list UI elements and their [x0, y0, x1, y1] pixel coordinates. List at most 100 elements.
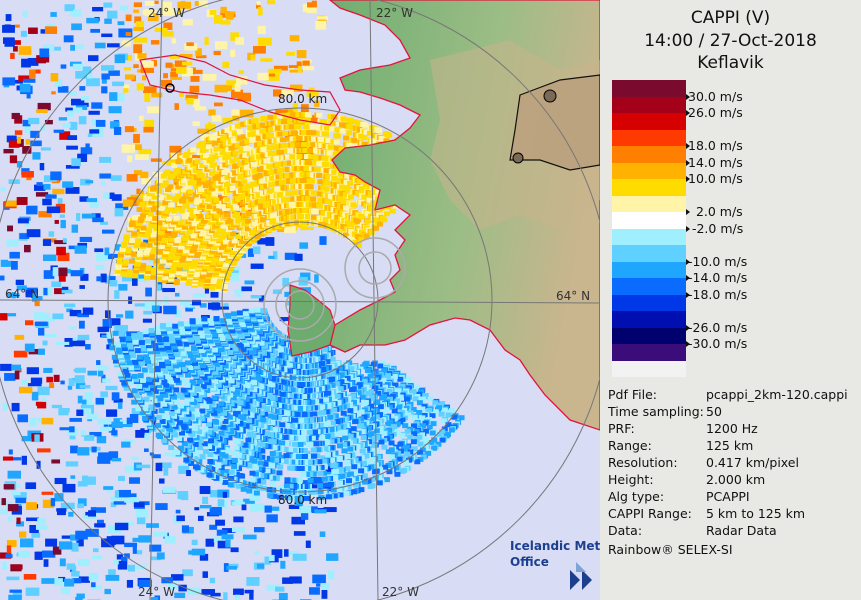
lat-label-right: 64° N: [556, 289, 590, 303]
legend-swatch: [612, 129, 686, 146]
metadata-row: PRF: 1200 Hz: [608, 421, 858, 438]
legend-label: 30.0 m/s: [688, 88, 743, 104]
timestamp: 14:00 / 27-Oct-2018: [644, 31, 817, 51]
metadata-row: Data: Radar Data: [608, 523, 858, 540]
metadata-value: pcappi_2km-120.cappi: [706, 387, 848, 402]
land-reykjanes-tip: [287, 284, 336, 357]
lake-marker: [543, 89, 557, 103]
metadata-table: Pdf File: pcappi_2km-120.cappi Time sampli…: [608, 387, 858, 540]
legend-swatch: [612, 344, 686, 361]
legend-tick: [686, 159, 690, 166]
legend-swatch: [612, 327, 686, 344]
legend-tick: [686, 258, 690, 265]
legend-swatch: [612, 245, 686, 262]
legend-swatch: [612, 212, 686, 229]
legend-swatch: [612, 261, 686, 278]
color-legend: [612, 80, 686, 377]
legend-tick: [686, 341, 690, 347]
legend-label: -26.0 m/s: [688, 319, 748, 335]
legend-swatch: [612, 294, 686, 311]
metadata-value: 0.417 km/pixel: [706, 455, 799, 470]
secondary-site-ring-2: [344, 237, 406, 299]
radar-echoes: [0, 0, 465, 600]
lon-line-22w: [369, 0, 379, 600]
legend-swatch: [612, 228, 686, 245]
legend-tick: [686, 291, 690, 298]
metadata-key: Time sampling:: [608, 404, 704, 419]
legend-label: -18.0 m/s: [688, 286, 748, 302]
radar-site-ring-2: [275, 280, 325, 330]
metadata-key: CAPPI Range:: [608, 506, 692, 521]
legend-tick: [686, 324, 690, 331]
metadata-value: PCAPPI: [706, 489, 750, 504]
legend-tick: [686, 93, 690, 100]
lat-label-left: 64° N: [5, 287, 39, 301]
legend-swatch: [612, 179, 686, 196]
metadata-key: Alg type:: [608, 489, 665, 504]
radar-map[interactable]: 24° W 22° W 24° W 22° W 64° N 64° N 80.0…: [0, 0, 600, 600]
lat-line-64n: [0, 299, 600, 304]
software-credit: Rainbow® SELEX-SI: [608, 542, 733, 557]
metadata-row: Time sampling: 50: [608, 404, 858, 421]
metadata-value: 5 km to 125 km: [706, 506, 806, 521]
metadata-row: Height: 2.000 km: [608, 472, 858, 489]
legend-swatch: [612, 162, 686, 179]
legend-swatch: [612, 195, 686, 212]
legend-swatch: [612, 96, 686, 113]
land-glacier: [509, 74, 600, 171]
secondary-site-ring-1: [358, 251, 392, 285]
metadata-row: Alg type: PCAPPI: [608, 489, 858, 506]
metadata-key: Height:: [608, 472, 654, 487]
metadata-key: Range:: [608, 438, 652, 453]
metadata-row: Pdf File: pcappi_2km-120.cappi: [608, 387, 858, 404]
legend-label: -2.0 m/s: [688, 220, 744, 236]
metadata-key: Resolution:: [608, 455, 678, 470]
metadata-row: Range: 125 km: [608, 438, 858, 455]
legend-label: 18.0 m/s: [688, 138, 743, 153]
legend-swatch: [612, 278, 686, 295]
logo-line2: Office: [510, 555, 549, 569]
lon-label-top-24w: 24° W: [148, 6, 185, 20]
radar-site-ring-1: [285, 290, 315, 320]
land-peninsula-north: [139, 54, 341, 126]
range-label-bottom: 80.0 km: [278, 493, 327, 507]
info-panel: CAPPI (V) 14:00 / 27-Oct-2018 Keflavik P…: [600, 0, 861, 600]
lake-marker-small: [512, 152, 524, 164]
range-ring-80km: [107, 107, 493, 493]
legend-label: 10.0 m/s: [688, 171, 743, 186]
legend-label: -10.0 m/s: [688, 253, 748, 269]
lon-label-bottom-24w: 24° W: [138, 585, 175, 599]
lon-line-24w: [149, 0, 163, 600]
legend-tick: [686, 110, 690, 116]
metadata-value: Radar Data: [706, 523, 777, 538]
station-name: Keflavik: [697, 53, 764, 73]
metadata-value: 50: [706, 404, 722, 419]
metadata-key: PRF:: [608, 421, 635, 436]
metadata-value: 2.000 km: [706, 472, 766, 487]
metadata-row: CAPPI Range: 5 km to 125 km: [608, 506, 858, 523]
range-ring-inner: [221, 221, 379, 379]
island-marker: [165, 83, 175, 93]
legend-label: 2.0 m/s: [688, 204, 743, 219]
legend-tick: [686, 275, 690, 281]
logo-line1: Icelandic Met: [510, 539, 600, 553]
legend-swatch: [612, 113, 686, 130]
legend-label: 26.0 m/s: [688, 105, 743, 120]
logo-mark-icon: [570, 562, 592, 590]
lon-label-top-22w: 22° W: [376, 6, 413, 20]
legend-swatch: [612, 146, 686, 163]
legend-swatch: [612, 360, 686, 377]
metadata-row: Resolution: 0.417 km/pixel: [608, 455, 858, 472]
legend-tick: [686, 209, 690, 215]
metadata-value: 125 km: [706, 438, 754, 453]
legend-tick: [686, 176, 690, 182]
legend-tick: [686, 225, 690, 232]
legend-label: -14.0 m/s: [688, 270, 748, 285]
legend-swatch: [612, 80, 686, 97]
product-title: CAPPI (V): [690, 8, 771, 28]
legend-swatch: [612, 311, 686, 328]
legend-label: -30.0 m/s: [688, 336, 748, 351]
imo-logo: Icelandic Met Office: [510, 539, 600, 590]
radar-site-ring-3: [263, 268, 337, 342]
metadata-value: 1200 Hz: [706, 421, 758, 436]
